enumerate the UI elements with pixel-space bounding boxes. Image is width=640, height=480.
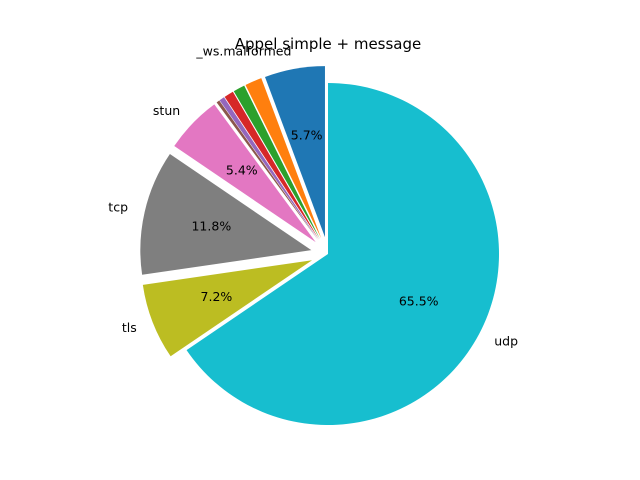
pie-slice-stun xyxy=(174,104,316,243)
slice-label: udp xyxy=(494,334,518,349)
slice-label: stun xyxy=(153,103,180,118)
pie-labels: _ws.malformed 5.7% stun 5.4% tcp 11.8% tls 7.2%… xyxy=(108,44,518,349)
slice-label: tcp xyxy=(108,199,128,214)
pie-slice-tcp xyxy=(140,154,312,275)
pie-slice-wsmalformed xyxy=(265,66,325,238)
pie-slices xyxy=(140,66,499,426)
slice-label: tls xyxy=(122,320,137,335)
pie-slice-unlabeled-4 xyxy=(219,97,319,240)
slice-percent-label: 65.5% xyxy=(399,294,439,309)
slice-percent-label: 5.4% xyxy=(226,162,258,177)
pie-slice-udp xyxy=(186,83,499,426)
pie-slice-unlabeled-5 xyxy=(216,100,318,241)
slice-percent-label: 11.8% xyxy=(191,219,231,234)
pie-slice-unlabeled-3 xyxy=(224,91,319,240)
slice-percent-label: 7.2% xyxy=(201,289,233,304)
pie-slice-tls xyxy=(142,260,313,357)
pie-slice-unlabeled-1 xyxy=(245,78,322,239)
pie-slice-unlabeled-2 xyxy=(233,85,320,239)
slice-label: _ws.malformed xyxy=(195,44,291,59)
chart-title: Appel simple + message xyxy=(235,35,422,53)
slice-percent-label: 5.7% xyxy=(291,128,323,143)
